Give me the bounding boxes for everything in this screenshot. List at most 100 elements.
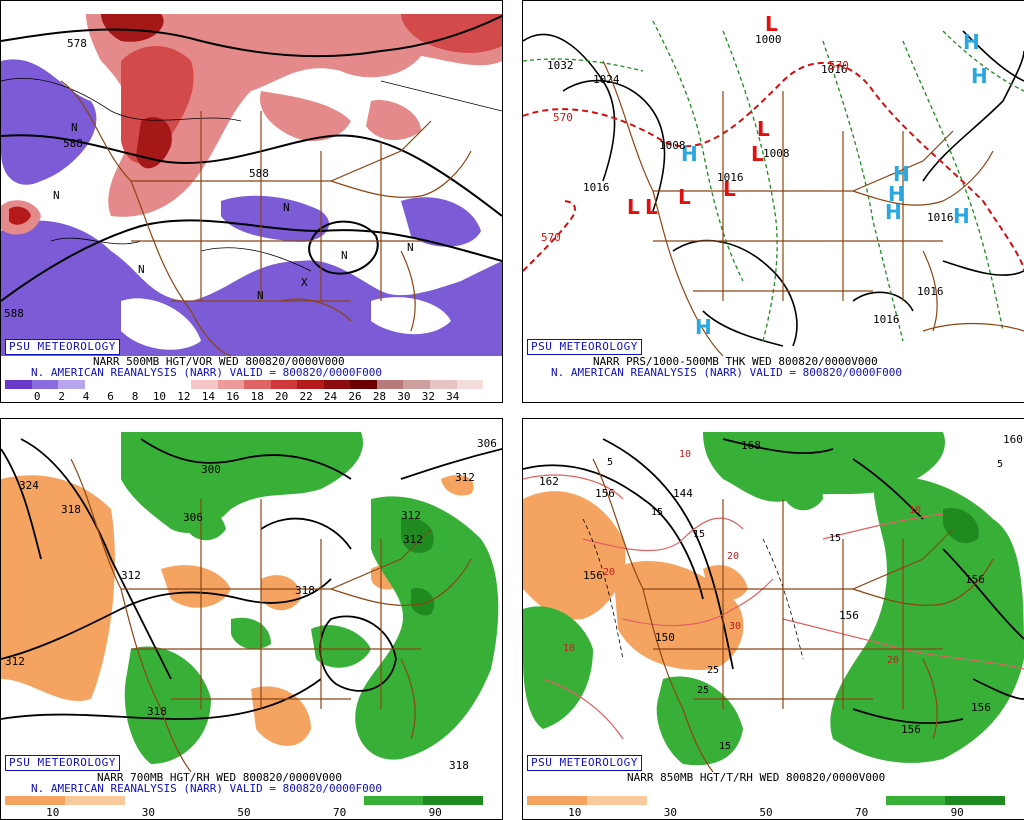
temperature-label: 15 — [829, 533, 841, 544]
colorbar-vorticity-labels: 0 2 4 6 8 10 12 14 16 18 20 22 24 26 28 30 32 34 — [25, 390, 465, 402]
colorbar-label: 90 — [950, 806, 964, 819]
low-pressure-symbol: L — [757, 117, 770, 141]
isobar-label: 1016 — [583, 181, 610, 194]
high-pressure-symbol: H — [695, 315, 712, 339]
contour-label: 312 — [455, 471, 475, 484]
colorbar-vorticity — [5, 380, 484, 389]
contour-label: 150 — [655, 631, 675, 644]
colorbar-swatch — [646, 796, 707, 805]
isobar-label: 1024 — [593, 73, 620, 86]
colorbar-label: 90 — [428, 806, 442, 819]
map-500mb-vorticity: 578 588 588 588 N N N N N N N X — [1, 14, 502, 357]
low-pressure-symbol: L — [765, 12, 778, 36]
psu-meteorology-label: PSU METEOROLOGY — [5, 755, 120, 771]
colorbar-label: 24 — [323, 390, 338, 403]
colorbar-swatch — [190, 380, 218, 389]
contour-label: 312 — [403, 533, 423, 546]
contour-label: N — [71, 121, 78, 134]
thickness-label: 570 — [541, 231, 561, 244]
contour-label: N — [138, 263, 145, 276]
isobar-label: 1016 — [821, 63, 848, 76]
colorbar-swatch — [376, 380, 404, 389]
psu-meteorology-label: PSU METEOROLOGY — [527, 339, 642, 355]
colorbar-swatch — [363, 796, 424, 805]
colorbar-swatch — [137, 380, 165, 389]
colorbar-label: 2 — [58, 390, 65, 403]
panel-caption-title: NARR PRS/1000-500MB THK WED 800820/0000V… — [593, 355, 878, 368]
colorbar-swatch — [303, 796, 364, 805]
contour-label: 312 — [5, 655, 25, 668]
contour-label: N — [283, 201, 290, 214]
panel-caption-valid: N. AMERICAN REANALYSIS (NARR) VALID = 80… — [31, 782, 382, 795]
colorbar-label: 70 — [854, 806, 869, 819]
isobar-label: 1016 — [717, 171, 744, 184]
colorbar-swatch — [885, 796, 946, 805]
temperature-label: 20 — [887, 655, 899, 666]
contour-label: N — [53, 189, 60, 202]
panel-500mb-vorticity: 578 588 588 588 N N N N N N N X PSU METE… — [0, 0, 503, 403]
psu-meteorology-label: PSU METEOROLOGY — [5, 339, 120, 355]
colorbar-label: 18 — [250, 390, 264, 403]
colorbar-label: 20 — [275, 390, 289, 403]
contour-label: 318 — [147, 705, 167, 718]
colorbar-swatch — [403, 380, 430, 389]
high-pressure-symbol: H — [885, 200, 902, 224]
colorbar-relative-humidity-labels: 10 30 50 70 90 — [5, 806, 483, 819]
colorbar-swatch — [270, 380, 298, 389]
contour-label: 306 — [477, 437, 497, 450]
high-pressure-symbol: H — [963, 30, 980, 54]
temperature-label: 20 — [603, 567, 615, 578]
high-pressure-symbol: H — [893, 162, 910, 186]
contour-label: 160 — [1003, 433, 1023, 446]
colorbar-label: 10 — [152, 390, 167, 403]
temperature-label: 5 — [997, 459, 1003, 470]
colorbar-label: 10 — [568, 806, 582, 819]
contour-label: N — [257, 289, 264, 302]
isobar-label: 1008 — [659, 139, 686, 152]
colorbar-label: 16 — [226, 390, 240, 403]
colorbar-label: 30 — [397, 390, 411, 403]
temperature-label: 15 — [651, 507, 663, 518]
colorbar-swatch — [244, 796, 304, 805]
colorbar-relative-humidity — [527, 796, 1005, 805]
panel-caption-valid: N. AMERICAN REANALYSIS (NARR) VALID = 80… — [551, 366, 902, 379]
colorbar-swatch — [456, 380, 484, 389]
isobar-label: 1032 — [547, 59, 574, 72]
colorbar-swatch — [124, 796, 185, 805]
low-pressure-symbol: L — [751, 142, 764, 166]
low-pressure-symbol: L — [627, 195, 640, 219]
colorbar-label: 12 — [177, 390, 191, 403]
contour-label: 144 — [673, 487, 693, 500]
colorbar-swatch — [31, 380, 59, 389]
colorbar-swatch — [64, 796, 125, 805]
high-pressure-symbol: H — [681, 142, 698, 166]
colorbar-label: 32 — [421, 390, 435, 403]
contour-label: 588 — [63, 137, 83, 150]
contour-label: 156 — [971, 701, 991, 714]
map-700mb-humidity: 324 318 312 312 306 300 306 312 312 318 … — [1, 432, 502, 773]
contour-label: 162 — [539, 475, 559, 488]
contour-label: 318 — [295, 584, 315, 597]
colorbar-swatch — [586, 796, 647, 805]
temperature-label: 20 — [727, 551, 739, 562]
contour-label: N — [407, 241, 414, 254]
colorbar-swatch — [350, 380, 377, 389]
temperature-label: 10 — [909, 505, 921, 516]
colorbar-relative-humidity-labels: 10 30 50 70 90 — [527, 806, 1005, 819]
colorbar-label: 26 — [348, 390, 362, 403]
colorbar-swatch — [825, 796, 886, 805]
contour-label: 324 — [19, 479, 39, 492]
colorbar-label: 14 — [201, 390, 215, 403]
isobar-label: 1008 — [763, 147, 790, 160]
colorbar-label: 6 — [107, 390, 114, 403]
contour-label: 300 — [201, 463, 221, 476]
colorbar-label: 30 — [663, 806, 678, 819]
colorbar-label: 50 — [237, 806, 251, 819]
temperature-label: 15 — [693, 529, 705, 540]
panel-700mb-humidity: 324 318 312 312 306 300 306 312 312 318 … — [0, 418, 503, 820]
contour-label: 156 — [901, 723, 921, 736]
colorbar-swatch — [184, 796, 244, 805]
contour-label: X — [301, 276, 308, 289]
isobar-label: 1016 — [927, 211, 954, 224]
colorbar-label: 4 — [82, 390, 90, 403]
